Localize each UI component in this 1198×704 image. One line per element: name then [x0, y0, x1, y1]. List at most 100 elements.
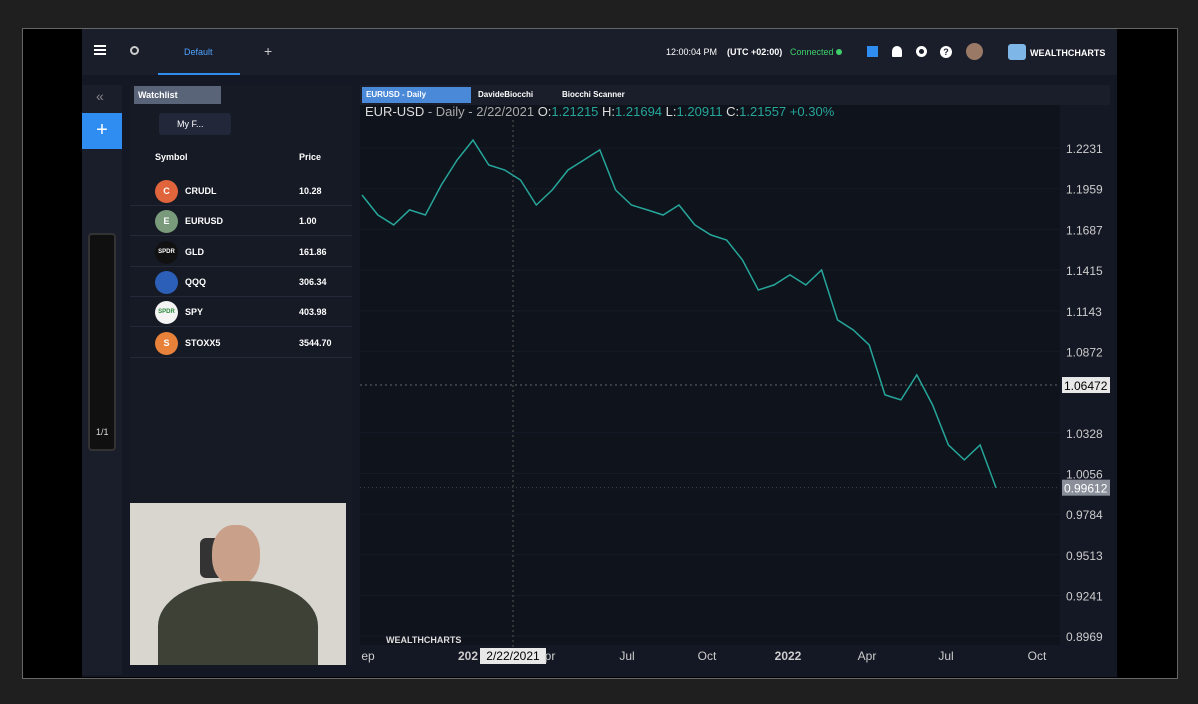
symbol: QQQ [185, 276, 207, 287]
watch-row[interactable]: E EURUSD 1.00 [130, 206, 352, 237]
drawing-tools [88, 233, 116, 451]
col-price: Price [299, 152, 322, 162]
price-tag-label: 1.06472 [1064, 379, 1108, 393]
price-tag [1062, 377, 1110, 394]
symbol-icon: E [155, 210, 178, 234]
body [158, 581, 318, 665]
symbol-icon: SPDR [155, 240, 178, 264]
logo [1008, 44, 1026, 60]
y-tick-label: 0.9241 [1066, 589, 1103, 603]
top-bar: Default + 12:00:04 PM (UTC +02:00) Conne… [82, 29, 1117, 75]
price-chart: EUR-USD - Daily - 2/22/2021 O:1.21215 H:… [360, 105, 1110, 664]
x-tick-label: Apr [858, 649, 877, 663]
watch-row[interactable]: S STOXX5 3544.70 [130, 328, 352, 358]
price: 10.28 [299, 186, 322, 196]
alert-icon[interactable] [892, 46, 902, 57]
y-tick-label: 0.9513 [1066, 549, 1103, 563]
y-tick-label: 1.2231 [1066, 142, 1103, 156]
chart-tab[interactable]: EURUSD - Daily [362, 87, 471, 103]
status-dot [836, 49, 842, 55]
symbol: EUR-USD [365, 105, 424, 119]
collapse[interactable]: « [96, 88, 104, 104]
x-tick-label: 2/22/2021 [486, 649, 540, 663]
price-tag-label: 0.99612 [1064, 482, 1108, 496]
price: 161.86 [299, 246, 327, 257]
watch-row[interactable]: QQQ 306.34 [130, 267, 352, 297]
meta: - Daily - 2/22/2021 [424, 105, 537, 119]
brand: WEALTHCHARTS [1030, 48, 1106, 58]
plot-bg [360, 105, 1060, 645]
price: 403.98 [299, 307, 327, 318]
y-tick-label: 0.8969 [1066, 630, 1103, 644]
avatar[interactable] [966, 43, 983, 60]
x-tick-label: Oct [698, 649, 717, 663]
symbol: EURUSD [185, 216, 224, 227]
ohlc-value: 1.21215 [551, 105, 598, 119]
y-tick-label: 1.1687 [1066, 223, 1103, 237]
watermark: WEALTHCHARTS [386, 635, 461, 645]
y-tick-label: 1.1415 [1066, 264, 1103, 278]
symbol-icon: SPDR [155, 301, 178, 325]
add-button[interactable]: + [82, 113, 122, 149]
symbol: GLD [185, 246, 204, 257]
ohlc-label: C: [726, 105, 739, 119]
x-tick-label: pr [545, 649, 556, 663]
chart-header: EUR-USD - Daily - 2/22/2021 O:1.21215 H:… [365, 105, 835, 119]
chart-tab[interactable]: Biocchi Scanner [562, 90, 625, 99]
change: +0.30% [790, 105, 835, 119]
x-crosshair-tag [480, 648, 546, 664]
webcam [130, 503, 346, 665]
symbol: STOXX5 [185, 337, 221, 348]
ohlc-value: 1.21557 [739, 105, 786, 119]
menu-icon[interactable] [94, 45, 106, 47]
x-tick-label: Jul [938, 649, 953, 663]
ohlc-value: 1.21694 [615, 105, 662, 119]
x-tick-label: Jul [619, 649, 634, 663]
watch-row[interactable]: C CRUDL 10.28 [130, 176, 352, 206]
tab[interactable]: Default [184, 47, 213, 57]
price-tag [1062, 479, 1110, 496]
chart-tabs: EURUSD - Daily DavideBiocchi Biocchi Sca… [360, 85, 1110, 105]
ohlc-label: O: [538, 105, 552, 119]
symbol: CRUDL [185, 186, 217, 196]
watch-row[interactable]: SPDR GLD 161.86 [130, 237, 352, 267]
symbol-icon: C [155, 180, 178, 203]
settings-icon[interactable] [916, 46, 927, 57]
col-symbol: Symbol [155, 152, 188, 162]
help-icon[interactable]: ? [940, 46, 952, 58]
symbol: SPY [185, 307, 204, 318]
ohlc-label: L: [666, 105, 677, 119]
watchlist-tab[interactable]: Watchlist [134, 86, 221, 104]
price: 306.34 [299, 276, 327, 287]
watch-row[interactable]: SPDR SPY 403.98 [130, 297, 352, 328]
x-tick-label: 202 [458, 649, 478, 663]
y-tick-label: 1.0872 [1066, 345, 1103, 359]
y-tick-label: 0.9784 [1066, 508, 1103, 522]
ohlc-label: H: [602, 105, 615, 119]
save-icon[interactable] [867, 46, 878, 57]
x-tick-label: Oct [1028, 649, 1047, 663]
price: 1.00 [299, 216, 317, 227]
filter[interactable]: My F... [159, 113, 231, 135]
tab-underline [158, 73, 240, 75]
left-toolbar: « + 1/1 [82, 85, 122, 675]
price-line [361, 138, 997, 488]
search-icon[interactable] [130, 46, 139, 55]
timezone: (UTC +02:00) [727, 47, 783, 57]
y-tick-label: 1.1959 [1066, 183, 1103, 197]
add-tab[interactable]: + [264, 43, 273, 59]
page-count: 1/1 [96, 427, 109, 437]
x-tick-label: 2022 [775, 649, 802, 663]
chart-tab[interactable]: DavideBiocchi [478, 90, 534, 99]
y-tick-label: 1.0328 [1066, 427, 1103, 441]
x-tick-label: ep [361, 649, 375, 663]
symbol-icon [155, 270, 178, 294]
symbol-icon: S [155, 331, 178, 355]
ohlc-value: 1.20911 [677, 105, 723, 119]
y-tick-label: 1.1143 [1066, 305, 1102, 319]
price: 3544.70 [299, 337, 332, 348]
y-tick-label: 1.0056 [1066, 467, 1103, 481]
head [212, 525, 260, 585]
status: Connected [790, 47, 834, 57]
